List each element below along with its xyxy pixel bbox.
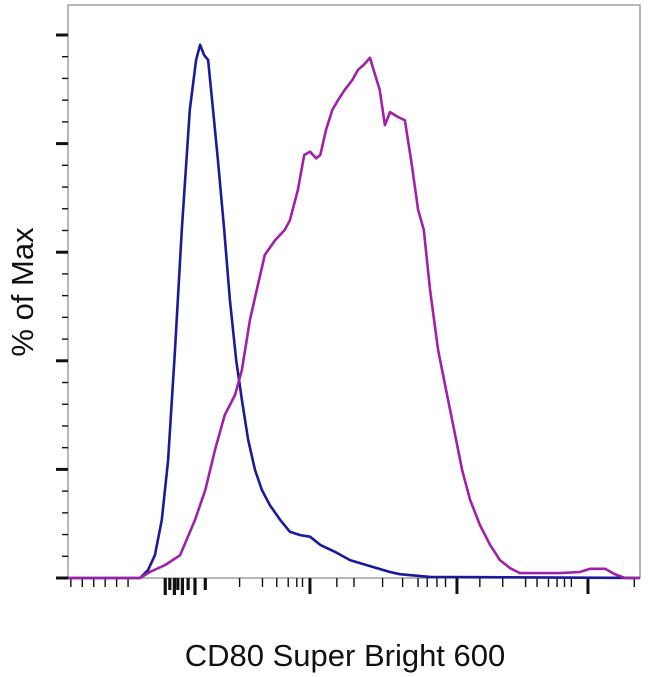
y-axis-ticks [56,33,68,580]
x-axis-ticks [70,578,635,595]
series-group [68,43,641,580]
plot-frame [67,4,641,579]
x-axis-label: CD80 Super Bright 600 [185,638,506,673]
blue-histogram-line [68,43,641,580]
magenta-histogram-line [68,56,640,580]
y-axis-label: % of Max [5,227,40,357]
